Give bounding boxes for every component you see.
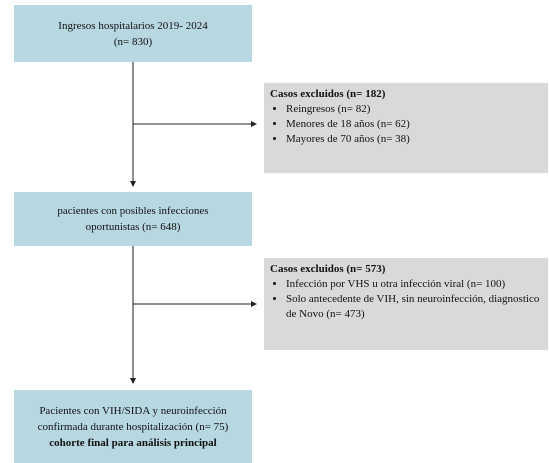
exclusion-title: Casos excluidos (n= 573)	[270, 263, 386, 275]
exclusion-item: Infección por VHS u otra infección viral…	[286, 277, 542, 292]
node-text: confirmada durante hospitalización (n= 7…	[37, 420, 229, 433]
exclusion-list: Infección por VHS u otra infección viral…	[270, 277, 542, 322]
exclusion-item: Menores de 18 años (n= 62)	[286, 117, 542, 132]
exclusion-item: Reingresos (n= 82)	[286, 102, 542, 117]
exclusion-title: Casos excluidos (n= 182)	[270, 88, 386, 100]
exclusion-list: Reingresos (n= 82) Menores de 18 años (n…	[270, 102, 542, 147]
node-box: pacientes con posibles infecciones oport…	[14, 192, 252, 246]
node-text: cohorte final para análisis principal	[49, 436, 217, 449]
exclusion-box: Casos excluidos (n= 182) Reingresos (n= …	[264, 83, 548, 173]
node-text: pacientes con posibles infecciones	[57, 205, 209, 217]
node-text: (n= 830)	[113, 35, 153, 48]
node-box: Ingresos hospitalarios 2019- 2024 (n= 83…	[14, 5, 252, 62]
node-text: Pacientes con VIH/SIDA y neuroinfección	[39, 404, 227, 417]
exclusion-item: Solo antecedente de VIH, sin neuroinfecc…	[286, 292, 542, 322]
node-box: Pacientes con VIH/SIDA y neuroinfección …	[14, 390, 252, 463]
node-text: oportunistas (n= 648)	[85, 221, 181, 233]
exclusion-box: Casos excluidos (n= 573) Infección por V…	[264, 258, 548, 350]
node-text: Ingresos hospitalarios 2019- 2024	[58, 19, 208, 32]
exclusion-item: Mayores de 70 años (n= 38)	[286, 132, 542, 147]
